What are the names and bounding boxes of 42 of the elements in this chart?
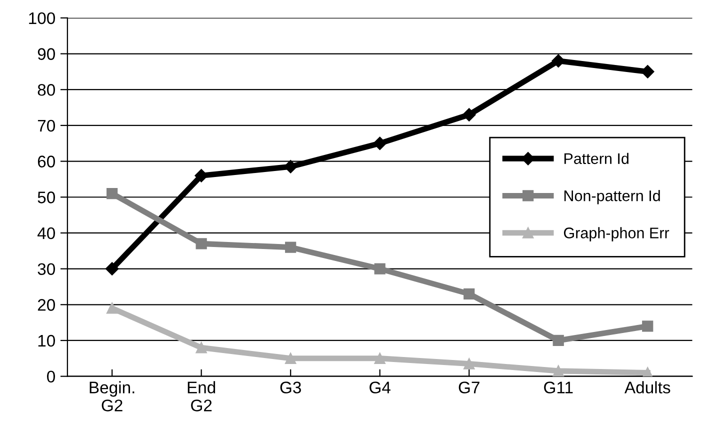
point (552, 365, 564, 376)
y-tick-label: 80 (38, 84, 55, 96)
point (552, 334, 564, 346)
point (552, 54, 565, 68)
y-tick-label: 50 (38, 192, 55, 204)
point (194, 169, 208, 182)
point (105, 262, 119, 276)
point (373, 136, 386, 150)
x-tick-label: G3 (280, 382, 301, 394)
y-tick-label: 20 (38, 299, 55, 311)
y-tick-label: 100 (29, 12, 55, 24)
point (642, 320, 654, 332)
point (464, 288, 475, 300)
point (106, 302, 118, 314)
point (196, 342, 207, 354)
point (462, 108, 476, 122)
point (106, 188, 118, 200)
y-tick-label: 60 (38, 156, 55, 168)
point (196, 238, 207, 250)
y-tick-label: 0 (47, 370, 55, 383)
y-tick-label: 70 (38, 120, 55, 132)
x-tick-label: G4 (370, 382, 390, 394)
point (374, 352, 386, 364)
y-tick-label: 30 (38, 263, 55, 276)
y-tick-label: 90 (38, 48, 55, 60)
legend-label: Graph-phon Err (564, 227, 670, 242)
x-tick-label: G11 (544, 382, 573, 394)
legend-label: Pattern Id (564, 152, 628, 164)
y-tick-label: 10 (38, 334, 55, 347)
point (374, 263, 386, 274)
x-tick-label: Begin. G2 (90, 381, 134, 412)
x-tick-label: G7 (458, 382, 480, 394)
point (285, 352, 296, 364)
x-tick-label: Adults (624, 381, 670, 394)
y-tick-label: 40 (37, 227, 55, 240)
legend-label: Non-pattern Id (564, 190, 660, 204)
point (464, 358, 475, 370)
point (641, 65, 654, 78)
point (642, 367, 654, 376)
point (285, 242, 296, 253)
x-tick-label: End G2 (188, 381, 216, 412)
point (284, 160, 298, 174)
